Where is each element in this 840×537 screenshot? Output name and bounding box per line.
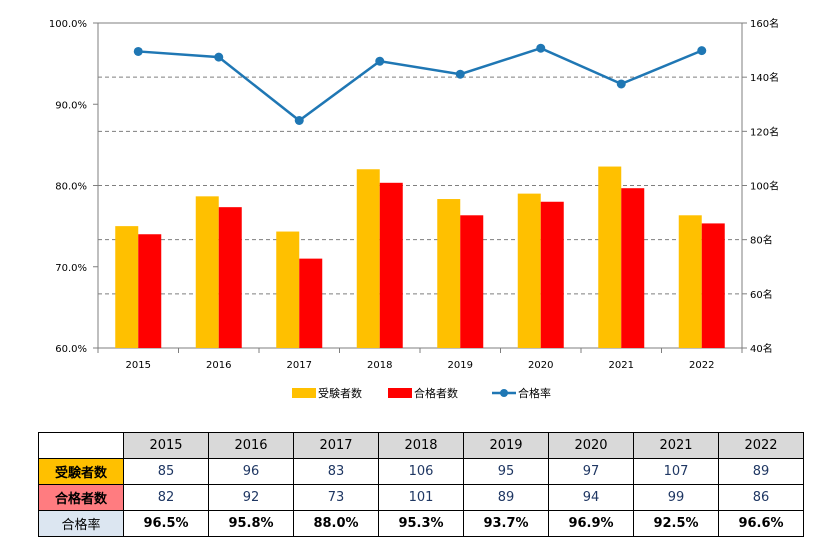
bar-passers xyxy=(621,188,645,348)
table-cell: 95.8% xyxy=(208,510,294,537)
left-tick-label: 100.0% xyxy=(49,19,87,30)
legend-label: 受験者数 xyxy=(318,386,362,400)
legend-marker xyxy=(500,389,508,397)
table-cell: 92.5% xyxy=(633,510,719,537)
bar-passers xyxy=(299,258,323,348)
legend-swatch xyxy=(388,388,412,398)
bar-examinees xyxy=(276,231,300,348)
bar-passers xyxy=(218,207,242,348)
right-tick-label: 160名 xyxy=(750,17,779,30)
table-cell: 95.3% xyxy=(378,510,464,537)
x-tick-label: 2016 xyxy=(206,360,231,371)
pass-rate-point xyxy=(616,79,626,89)
table-cell: 96.6% xyxy=(718,510,804,537)
bar-examinees xyxy=(195,196,219,348)
table-cell: 83 xyxy=(293,458,379,485)
pass-rate-point xyxy=(375,56,385,66)
table-cell: 89 xyxy=(463,484,549,511)
pass-rate-line xyxy=(138,46,703,123)
table-cell: 96.5% xyxy=(123,510,209,537)
right-tick-label: 140名 xyxy=(750,71,779,84)
bar-examinees xyxy=(678,215,702,348)
table-year: 2018 xyxy=(378,432,464,459)
table-row-pass-rate: 合格率 96.5% 95.8% 88.0% 95.3% 93.7% 96.9% … xyxy=(38,510,804,537)
table-cell: 89 xyxy=(718,458,804,485)
x-tick-label: 2017 xyxy=(287,360,312,371)
pass-rate-point xyxy=(536,43,546,53)
table-cell: 93.7% xyxy=(463,510,549,537)
bar-examinees xyxy=(115,226,139,348)
pass-rate-point xyxy=(697,46,707,56)
pass-rate-point xyxy=(214,52,224,62)
x-tick-label: 2019 xyxy=(448,360,473,371)
bar-passers xyxy=(540,201,564,348)
table-row-passers: 合格者数 82 92 73 101 89 94 99 86 xyxy=(38,484,804,511)
table-cell: 107 xyxy=(633,458,719,485)
x-tick-label: 2022 xyxy=(689,360,714,371)
x-tick-label: 2018 xyxy=(367,360,392,371)
table-year: 2022 xyxy=(718,432,804,459)
table-cell: 82 xyxy=(123,484,209,511)
data-table: 2015 2016 2017 2018 2019 2020 2021 2022 … xyxy=(38,432,804,537)
pass-rate-point xyxy=(455,69,465,79)
table-year: 2020 xyxy=(548,432,634,459)
table-year: 2015 xyxy=(123,432,209,459)
table-year: 2021 xyxy=(633,432,719,459)
left-tick-label: 70.0% xyxy=(55,263,87,274)
x-tick-label: 2021 xyxy=(609,360,634,371)
bar-passers xyxy=(701,223,725,348)
right-tick-label: 120名 xyxy=(750,125,779,138)
bar-examinees xyxy=(598,166,622,348)
pass-rate-point xyxy=(133,46,143,56)
bar-examinees xyxy=(356,169,380,348)
row-label-examinees: 受験者数 xyxy=(38,458,124,485)
bar-passers xyxy=(460,215,484,348)
table-cell: 99 xyxy=(633,484,719,511)
bar-examinees xyxy=(437,199,461,348)
table-year: 2017 xyxy=(293,432,379,459)
table-cell: 96 xyxy=(208,458,294,485)
table-row-examinees: 受験者数 85 96 83 106 95 97 107 89 xyxy=(38,458,804,485)
right-tick-label: 60名 xyxy=(750,288,773,301)
table-year: 2016 xyxy=(208,432,294,459)
left-tick-label: 80.0% xyxy=(55,182,87,193)
table-cell: 73 xyxy=(293,484,379,511)
legend-label: 合格率 xyxy=(518,386,551,400)
pass-rate-point xyxy=(294,116,304,125)
right-tick-label: 80名 xyxy=(750,234,773,247)
table-year: 2019 xyxy=(463,432,549,459)
bar-examinees xyxy=(517,193,541,348)
table-corner xyxy=(38,432,124,459)
left-tick-label: 90.0% xyxy=(55,100,87,111)
bar-passers xyxy=(379,182,403,348)
table-cell: 88.0% xyxy=(293,510,379,537)
chart: 60.0% 70.0% 80.0% 90.0% 100.0% 40名 60名 80名 100名 1… xyxy=(49,17,779,400)
right-tick-label: 40名 xyxy=(750,342,773,355)
table-cell: 96.9% xyxy=(548,510,634,537)
table-cell: 94 xyxy=(548,484,634,511)
table-header-row: 2015 2016 2017 2018 2019 2020 2021 2022 xyxy=(38,432,804,459)
legend-swatch xyxy=(292,388,316,398)
legend-label: 合格者数 xyxy=(414,386,458,400)
table-cell: 101 xyxy=(378,484,464,511)
row-label-pass-rate: 合格率 xyxy=(38,510,124,537)
right-tick-label: 100名 xyxy=(750,180,779,193)
table-cell: 92 xyxy=(208,484,294,511)
table-cell: 95 xyxy=(463,458,549,485)
table-cell: 106 xyxy=(378,458,464,485)
x-tick-label: 2015 xyxy=(126,360,151,371)
left-tick-label: 60.0% xyxy=(55,344,87,355)
row-label-passers: 合格者数 xyxy=(38,484,124,511)
x-tick-label: 2020 xyxy=(528,360,553,371)
table-cell: 97 xyxy=(548,458,634,485)
table-cell: 85 xyxy=(123,458,209,485)
table-cell: 86 xyxy=(718,484,804,511)
bar-passers xyxy=(138,234,162,348)
